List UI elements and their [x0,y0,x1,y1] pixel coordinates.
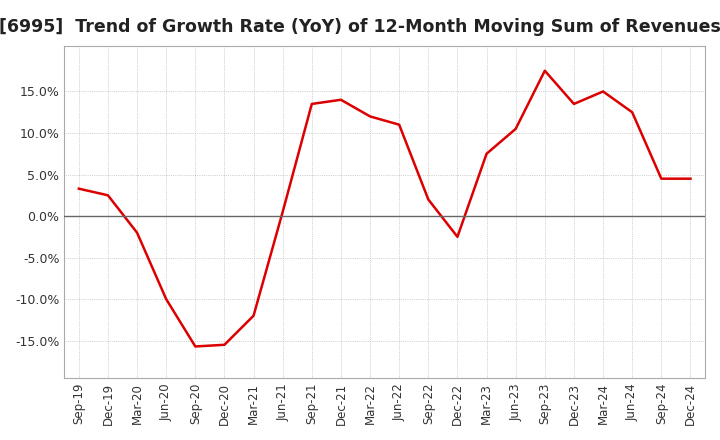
Text: [6995]  Trend of Growth Rate (YoY) of 12-Month Moving Sum of Revenues: [6995] Trend of Growth Rate (YoY) of 12-… [0,18,720,36]
